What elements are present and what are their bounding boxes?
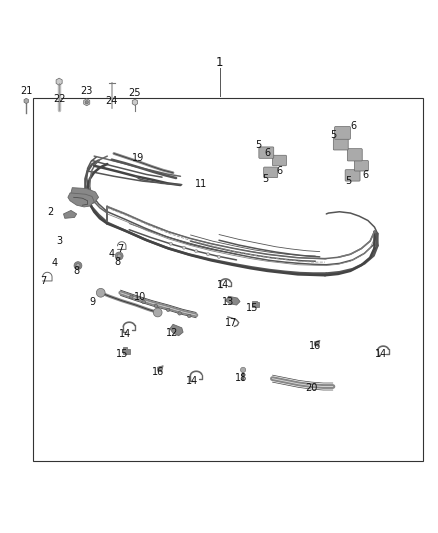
Text: 5: 5 <box>262 174 268 184</box>
Polygon shape <box>123 348 130 354</box>
Text: 1: 1 <box>216 56 224 69</box>
Text: 5: 5 <box>345 176 351 186</box>
Polygon shape <box>170 324 183 336</box>
Text: 8: 8 <box>114 257 120 267</box>
Text: 16: 16 <box>309 341 321 351</box>
Text: 5: 5 <box>255 140 261 150</box>
Text: 4: 4 <box>109 249 115 259</box>
FancyBboxPatch shape <box>347 149 362 161</box>
Text: 25: 25 <box>129 88 141 99</box>
Polygon shape <box>70 188 99 204</box>
Circle shape <box>74 262 82 270</box>
Polygon shape <box>64 211 77 219</box>
Text: 5: 5 <box>330 130 336 140</box>
Text: 19: 19 <box>132 153 144 163</box>
Text: 15: 15 <box>117 349 129 359</box>
FancyBboxPatch shape <box>354 160 368 171</box>
Text: 6: 6 <box>351 122 357 131</box>
Circle shape <box>166 308 170 312</box>
Text: 6: 6 <box>276 166 283 176</box>
Text: 6: 6 <box>264 148 270 158</box>
Text: 6: 6 <box>363 169 369 180</box>
Text: 17: 17 <box>225 318 237 328</box>
Text: 15: 15 <box>246 303 258 313</box>
Text: 18: 18 <box>235 373 247 383</box>
FancyBboxPatch shape <box>333 138 348 150</box>
Text: 14: 14 <box>186 376 198 386</box>
Circle shape <box>153 308 162 317</box>
Circle shape <box>117 254 121 258</box>
Polygon shape <box>158 366 163 372</box>
Circle shape <box>178 312 181 315</box>
Bar <box>33 98 423 462</box>
Text: 23: 23 <box>81 86 93 96</box>
Polygon shape <box>68 193 94 207</box>
Circle shape <box>142 300 145 304</box>
Text: 11: 11 <box>194 179 207 189</box>
Text: 2: 2 <box>47 207 53 217</box>
Text: 14: 14 <box>119 329 131 340</box>
Text: 9: 9 <box>90 296 96 306</box>
Text: 13: 13 <box>222 297 234 308</box>
Text: 8: 8 <box>74 266 80 276</box>
Circle shape <box>195 249 198 253</box>
Text: 12: 12 <box>166 328 178 338</box>
Text: 14: 14 <box>217 280 230 290</box>
FancyBboxPatch shape <box>345 169 360 181</box>
Text: 3: 3 <box>56 236 62 246</box>
Circle shape <box>240 367 246 373</box>
Text: 20: 20 <box>305 383 317 393</box>
Text: 16: 16 <box>152 367 164 377</box>
FancyBboxPatch shape <box>335 126 350 139</box>
Circle shape <box>130 295 133 298</box>
Circle shape <box>85 101 88 104</box>
FancyBboxPatch shape <box>264 167 278 177</box>
Circle shape <box>182 246 185 249</box>
Circle shape <box>76 264 80 268</box>
Text: 14: 14 <box>375 349 387 359</box>
Polygon shape <box>226 296 240 305</box>
Text: 24: 24 <box>106 96 118 106</box>
Text: 4: 4 <box>52 258 58 268</box>
Text: 7: 7 <box>41 276 47 286</box>
Text: 22: 22 <box>53 94 65 104</box>
FancyBboxPatch shape <box>259 147 274 158</box>
Text: 21: 21 <box>20 86 32 96</box>
Polygon shape <box>314 340 320 346</box>
FancyBboxPatch shape <box>272 155 286 166</box>
Circle shape <box>115 252 123 260</box>
Circle shape <box>217 255 221 259</box>
Circle shape <box>96 288 105 297</box>
Circle shape <box>207 253 209 256</box>
Circle shape <box>154 304 158 308</box>
Circle shape <box>187 314 191 318</box>
Circle shape <box>169 242 172 245</box>
Text: 7: 7 <box>117 244 124 254</box>
Text: 10: 10 <box>134 292 146 302</box>
Polygon shape <box>252 301 259 307</box>
